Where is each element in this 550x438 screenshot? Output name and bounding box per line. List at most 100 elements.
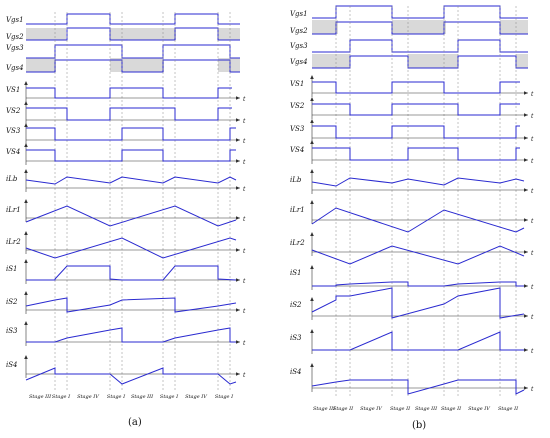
label-ilr1-b: iLr1 [290,206,305,214]
is3-axis-arrow [236,340,240,344]
label-vs1: VS1 [6,86,20,94]
label-ilb-b: iLb [290,176,302,184]
stage-label: Stage I [215,394,234,400]
vgs3-wave-b [312,39,528,53]
ilr2-value-arrow [24,231,28,235]
caption-a: (a) [128,417,142,428]
is4-t-label: t [243,372,246,379]
label-vgs1-b: Vgs1 [290,10,308,18]
vs4-wave [26,149,236,162]
stage-label: Stage III [131,394,154,400]
gate-shade [516,54,528,68]
ilr2b-axis-arrow [524,250,528,254]
vs3-wave-b [312,125,520,139]
is1b-t-label: t [531,284,534,291]
vs1b-axis-arrow [524,91,528,95]
gate-shade [26,28,66,40]
label-is2: iS2 [6,298,18,306]
ilr1-axis-arrow [236,216,240,220]
label-is2-b: iS2 [290,301,302,309]
label-is1-b: iS1 [290,269,302,277]
stage-label: Stage IV [360,406,383,412]
stage-label: Stage III [415,406,438,412]
panel-a: t t t t t t t t t t t Vgs1 Vgs2 Vgs3 Vgs4 VS1 VS2 … [6,12,246,428]
stage-guides-b [335,6,517,398]
label-is3-b: iS3 [290,334,302,342]
is1-t-label: t [243,278,246,285]
vs1-t-label: t [243,96,246,103]
ilr2b-t-label: t [531,250,534,257]
vs1-axis-arrow [236,96,240,100]
is2-wave [25,297,237,313]
is3-wave [26,327,236,343]
gate-shade [408,54,458,68]
gate-shade [218,58,240,72]
stage-label: Stage III [29,394,52,400]
gate-signals-b [312,5,528,69]
vs3-wave [26,127,236,141]
is2-wave-b [311,287,525,319]
label-vgs3-b: Vgs3 [290,42,308,50]
stage-label: Stage II [498,406,519,412]
stage-label: Stage II [441,406,462,412]
ilr2b-value-arrow [310,232,314,236]
stage-labels-a: Stage III Stage I Stage IV Stage I Stage III… [29,394,234,400]
vs1b-t-label: t [531,91,534,98]
caption-b: (b) [412,420,426,431]
vs2-wave [26,107,232,121]
ilb-wave [25,176,237,185]
ilr1b-axis-arrow [524,218,528,222]
is1b-axis-arrow [524,284,528,288]
trace-labels-b: Vgs1 Vgs2 Vgs3 Vgs4 VS1 VS2 VS3 VS4 iLb … [290,10,308,376]
vgs1-wave [26,13,240,25]
vs1-value-arrow [24,81,28,85]
label-is1: iS1 [6,265,18,273]
is4-wave-b [311,379,525,395]
is2-axis-arrow [236,308,240,312]
ilr2-axis-arrow [236,248,240,252]
stage-label: Stage IV [185,394,208,400]
vs1b-value-arrow [310,75,314,79]
ilb-value-arrow [24,169,28,173]
panel-b: t t t t t t t t t t t Vgs1 Vgs2 Vgs3 Vgs4 VS1 VS2 … [290,5,534,431]
gate-shade [218,28,240,40]
vs2b-value-arrow [310,97,314,101]
is4b-t-label: t [531,386,534,393]
is1-axis-arrow [236,278,240,282]
is1-wave-b [312,281,524,287]
is2-value-arrow [24,291,28,295]
is4-value-arrow [24,355,28,359]
stage-guides-a [54,12,231,392]
is3b-value-arrow [310,329,314,333]
gate-shade [26,58,56,72]
is4-axis-arrow [236,372,240,376]
stage-label: Stage I [160,394,179,400]
is3b-t-label: t [531,348,534,355]
ilr1-t-label: t [243,216,246,223]
label-is4: iS4 [6,361,18,369]
label-is4-b: iS4 [290,368,302,376]
ilb-t-label: t [243,186,246,193]
gate-shade [312,20,338,34]
label-is3: iS3 [6,327,18,335]
gate-shade [312,54,350,68]
is2b-value-arrow [310,297,314,301]
label-vgs2-b: Vgs2 [290,27,308,35]
ilbb-t-label: t [531,188,534,195]
ilr1-value-arrow [24,199,28,203]
ilb-wave-b [311,177,525,187]
vs2-t-label: t [243,118,246,125]
ilr2-wave [25,237,237,259]
ilbb-axis-arrow [524,188,528,192]
vs4b-t-label: t [531,158,534,165]
label-vgs4: Vgs4 [6,64,24,72]
label-vgs3: Vgs3 [6,44,24,52]
vs3-t-label: t [243,138,246,145]
is1-wave [26,265,237,281]
label-vs3-b: VS3 [290,125,305,133]
label-vgs4-b: Vgs4 [290,58,308,66]
label-vs4: VS4 [6,148,20,156]
gate-shade [110,58,164,72]
